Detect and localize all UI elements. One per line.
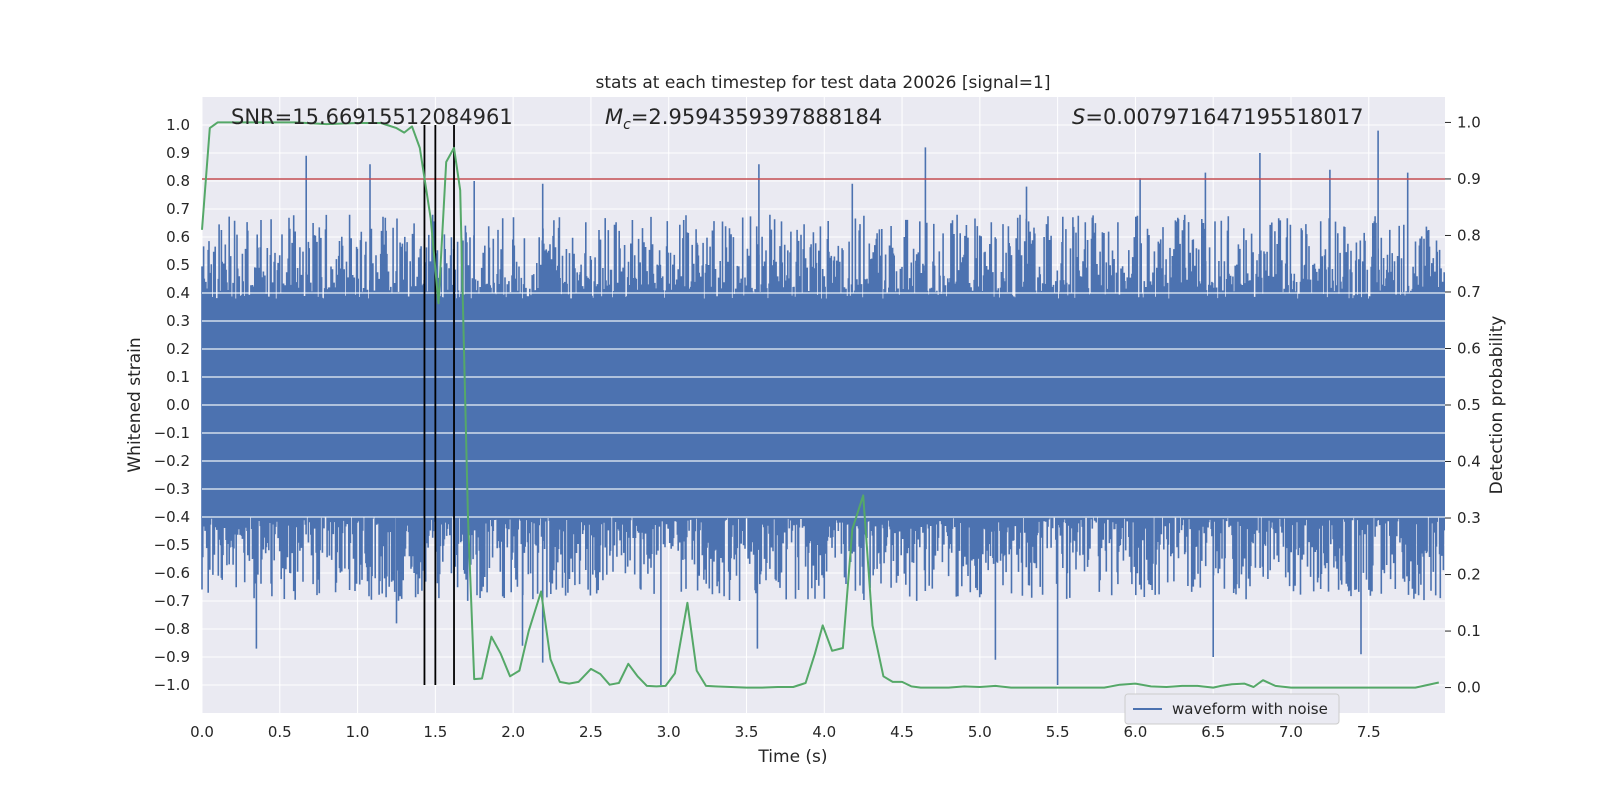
s-value: =0.007971647195518017 xyxy=(1085,105,1363,129)
y-right-tick-label: 0.2 xyxy=(1457,566,1481,584)
x-tick-label: 4.0 xyxy=(812,723,836,741)
y-left-tick-label: −0.9 xyxy=(154,648,190,666)
y-right-tick-label: 0.4 xyxy=(1457,453,1481,471)
y-right-tick-label: 0.7 xyxy=(1457,283,1481,301)
chart-title: stats at each timestep for test data 200… xyxy=(596,73,1051,93)
y-left-tick-label: −0.1 xyxy=(154,424,190,442)
y-left-tick-label: −0.2 xyxy=(154,452,190,470)
y-left-tick-label: −0.7 xyxy=(154,592,190,610)
legend: waveform with noise xyxy=(1124,693,1340,725)
y-axis-left-ticks: 1.0 0.9 0.8 0.7 0.6 0.5 0.4 0.3 0.2 0.1 0.0 −0.1 −0.… xyxy=(154,116,190,694)
y-left-tick-label: −0.5 xyxy=(154,536,190,554)
y-left-tick-label: 0.0 xyxy=(166,396,190,414)
x-tick-label: 3.0 xyxy=(657,723,681,741)
x-tick-label: 5.5 xyxy=(1046,723,1070,741)
y-left-tick-label: −0.4 xyxy=(154,508,190,526)
x-tick-label: 2.5 xyxy=(579,723,603,741)
s-annotation: S=0.007971647195518017 xyxy=(1072,105,1363,129)
y-left-tick-label: 0.4 xyxy=(166,284,190,302)
x-tick-label: 3.5 xyxy=(735,723,759,741)
legend-box xyxy=(1124,693,1340,725)
x-axis-label: Time (s) xyxy=(757,747,827,767)
y-left-tick-label: −0.6 xyxy=(154,564,190,582)
y-axis-left-label: Whitened strain xyxy=(125,337,145,472)
y-left-tick-label: −0.3 xyxy=(154,480,190,498)
y-left-tick-label: 0.5 xyxy=(166,256,190,274)
x-tick-label: 0.0 xyxy=(190,723,214,741)
y-left-tick-label: 0.3 xyxy=(166,312,190,330)
x-tick-label: 2.0 xyxy=(501,723,525,741)
y-left-tick-label: 0.8 xyxy=(166,172,190,190)
x-tick-label: 7.5 xyxy=(1357,723,1381,741)
y-right-tick-label: 0.1 xyxy=(1457,622,1481,640)
y-right-tick-label: 0.6 xyxy=(1457,339,1481,357)
y-axis-right-label: Detection probability xyxy=(1487,316,1507,495)
y-right-tick-label: 0.3 xyxy=(1457,509,1481,527)
x-tick-label: 5.0 xyxy=(968,723,992,741)
probability-series xyxy=(201,121,1440,689)
x-tick-label: 1.5 xyxy=(423,723,447,741)
y-right-tick-label: 0.9 xyxy=(1457,170,1481,188)
chirp-mass-subscript: c xyxy=(623,117,631,133)
y-right-tick-label: 1.0 xyxy=(1457,113,1481,131)
x-tick-label: 6.0 xyxy=(1123,723,1147,741)
y-left-tick-label: 0.2 xyxy=(166,340,190,358)
probability-line xyxy=(201,121,1440,689)
x-tick-label: 4.5 xyxy=(890,723,914,741)
y-left-tick-label: 1.0 xyxy=(166,116,190,134)
snr-annotation: SNR=15.66915512084961 xyxy=(231,105,513,129)
waveform-series xyxy=(201,130,1445,685)
chirp-mass-value: =2.9594359397888184 xyxy=(631,105,882,129)
vertical-markers xyxy=(423,125,455,685)
y-left-tick-label: 0.9 xyxy=(166,144,190,162)
x-axis-ticks: 0.0 0.5 1.0 1.5 2.0 2.5 3.0 3.5 4.0 4.5 5.0 5.5 6.0 6… xyxy=(190,723,1381,741)
x-tick-label: 0.5 xyxy=(268,723,292,741)
y-left-tick-label: 0.6 xyxy=(166,228,190,246)
chirp-mass-annotation: Mc=2.9594359397888184 xyxy=(605,105,882,133)
chirp-mass-symbol: M xyxy=(605,105,623,129)
x-tick-label: 7.0 xyxy=(1279,723,1303,741)
y-left-tick-label: −1.0 xyxy=(154,676,190,694)
y-right-tick-label: 0.8 xyxy=(1457,226,1481,244)
y-right-tick-label: 0.5 xyxy=(1457,396,1481,414)
y-left-tick-label: 0.7 xyxy=(166,200,190,218)
y-right-tick-label: 0.0 xyxy=(1457,679,1481,697)
x-tick-label: 6.5 xyxy=(1201,723,1225,741)
legend-label: waveform with noise xyxy=(1172,700,1328,718)
s-symbol: S xyxy=(1072,105,1085,129)
y-left-tick-label: −0.8 xyxy=(154,620,190,638)
y-axis-right-ticks: 1.0 0.9 0.8 0.7 0.6 0.5 0.4 0.3 0.2 0.1 0.0 xyxy=(1445,113,1481,697)
x-tick-label: 1.0 xyxy=(346,723,370,741)
y-left-tick-label: 0.1 xyxy=(166,368,190,386)
